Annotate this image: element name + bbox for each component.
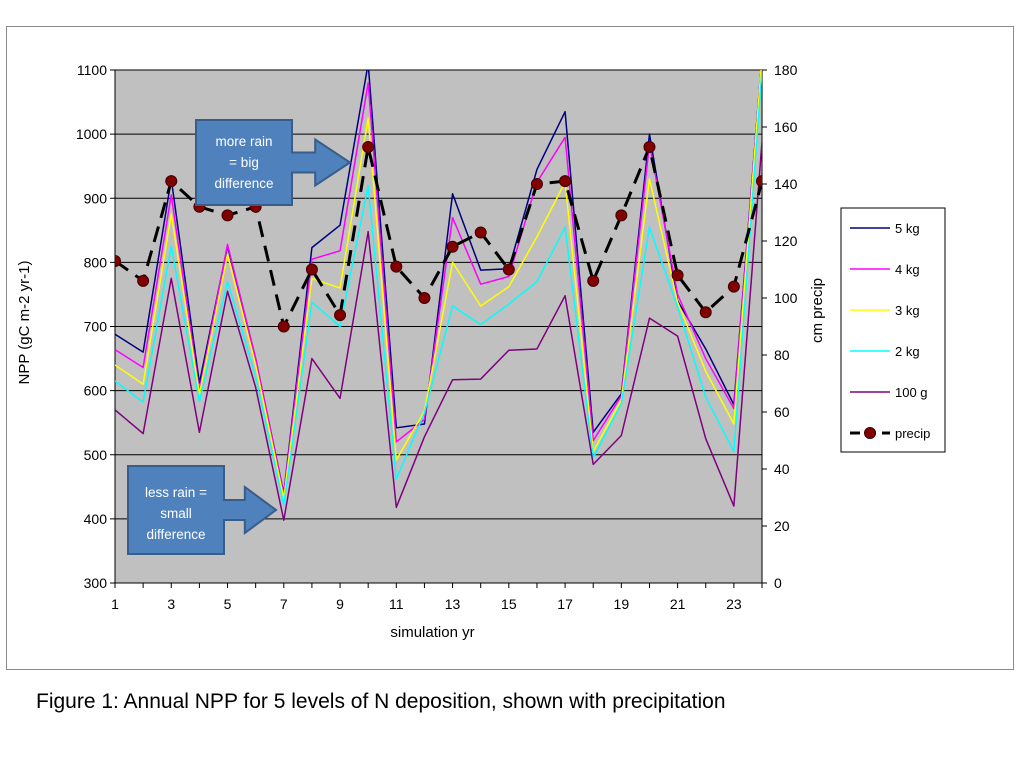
precip-marker [530, 178, 543, 190]
precip-marker [615, 209, 628, 222]
legend: 5 kg 4 kg 3 kg 2 kg 100 g precip [840, 207, 946, 453]
callouts: more rain = big difference less rain = small… [127, 119, 352, 555]
y-tick-label: 1000 [76, 126, 107, 142]
y2-tick-label: 80 [774, 347, 790, 363]
precip-marker [474, 226, 487, 239]
callout-less-rain-text: difference [146, 527, 205, 542]
y2-tick-label: 0 [774, 575, 782, 591]
callout-less-rain-shape [127, 465, 278, 555]
chart-frame: 300 400 500 600 700 800 900 1000 1100 0 20 40 60 80 1… [6, 26, 1014, 670]
y2-tick-label: 60 [774, 404, 790, 420]
x-tick-label: 13 [445, 596, 461, 612]
y-tick-label: 800 [84, 254, 108, 270]
legend-label: 4 kg [895, 262, 920, 277]
precip-marker [446, 240, 459, 253]
x-tick-label: 9 [336, 596, 344, 612]
callout-more-rain-shape [195, 119, 352, 206]
precip-marker [277, 320, 290, 333]
precip-marker [559, 175, 572, 188]
y-axis-title: NPP (gC m-2 yr-1) [16, 261, 33, 385]
precip-marker [587, 274, 600, 287]
series-line-100-g [115, 141, 762, 521]
x-tick-label: 5 [224, 596, 232, 612]
precip-marker [305, 263, 318, 276]
precip-marker [362, 140, 375, 153]
legend-label: 2 kg [895, 344, 920, 359]
y-tick-label: 400 [84, 511, 108, 527]
left-axis: 300 400 500 600 700 800 900 1000 1100 [76, 62, 116, 591]
precip-marker [643, 140, 656, 153]
x-tick-label: 3 [167, 596, 175, 612]
precip-marker [699, 306, 712, 319]
x-tick-label: 17 [557, 596, 573, 612]
callout-less-rain: less rain = small difference [127, 465, 278, 555]
y2-tick-label: 180 [774, 62, 798, 78]
callout-more-rain-text: more rain [215, 134, 272, 149]
callout-more-rain: more rain = big difference [195, 119, 352, 206]
x-tick-label: 21 [670, 596, 686, 612]
series-line-3-kg [115, 70, 762, 500]
precip-marker [671, 269, 684, 282]
precip-marker [727, 280, 740, 293]
legend-box [840, 207, 946, 453]
callout-more-rain-text: = big [229, 155, 259, 170]
y2-tick-label: 140 [774, 176, 798, 192]
x-axis: 1 3 5 7 9 11 13 15 17 19 21 23 [111, 582, 763, 612]
precip-marker [418, 292, 431, 304]
precip-marker [115, 254, 121, 267]
y-tick-label: 700 [84, 319, 108, 335]
precip-marker [756, 175, 762, 188]
y-tick-label: 900 [84, 190, 108, 206]
x-tick-label: 1 [111, 596, 119, 612]
precip-marker [165, 175, 178, 188]
series-line-2-kg [115, 70, 762, 506]
callout-less-rain-text: small [160, 506, 192, 521]
y2-tick-label: 20 [774, 518, 790, 534]
precip-marker [137, 274, 150, 287]
x-tick-label: 15 [501, 596, 517, 612]
callout-less-rain-text: less rain = [145, 485, 207, 500]
y2-tick-label: 100 [774, 290, 798, 306]
y-tick-label: 500 [84, 447, 108, 463]
legend-label: precip [895, 426, 930, 441]
x-tick-label: 23 [726, 596, 742, 612]
legend-label: 100 g [895, 385, 928, 400]
y-tick-label: 300 [84, 575, 108, 591]
y2-tick-label: 120 [774, 233, 798, 249]
series-lines [115, 70, 762, 521]
x-axis-title: simulation yr [390, 624, 474, 641]
precip-marker [334, 309, 347, 322]
y-tick-label: 1100 [77, 62, 107, 78]
y2-tick-label: 160 [774, 119, 798, 135]
figure-caption: Figure 1: Annual NPP for 5 levels of N d… [36, 690, 726, 713]
x-tick-label: 11 [389, 596, 404, 612]
legend-label: 5 kg [895, 221, 920, 236]
precip-marker [502, 263, 515, 276]
precip-marker [390, 260, 403, 273]
y2-tick-label: 40 [774, 461, 790, 477]
precip-marker [221, 209, 234, 222]
legend-label: 3 kg [895, 303, 920, 318]
callout-more-rain-text: difference [214, 176, 273, 191]
x-tick-label: 7 [280, 596, 288, 612]
y-tick-label: 600 [84, 383, 108, 399]
x-tick-label: 19 [614, 596, 630, 612]
right-axis: 0 20 40 60 80 100 120 140 160 180 [761, 62, 798, 591]
y2-axis-title: cm precip [809, 278, 826, 343]
legend-marker [864, 427, 876, 439]
